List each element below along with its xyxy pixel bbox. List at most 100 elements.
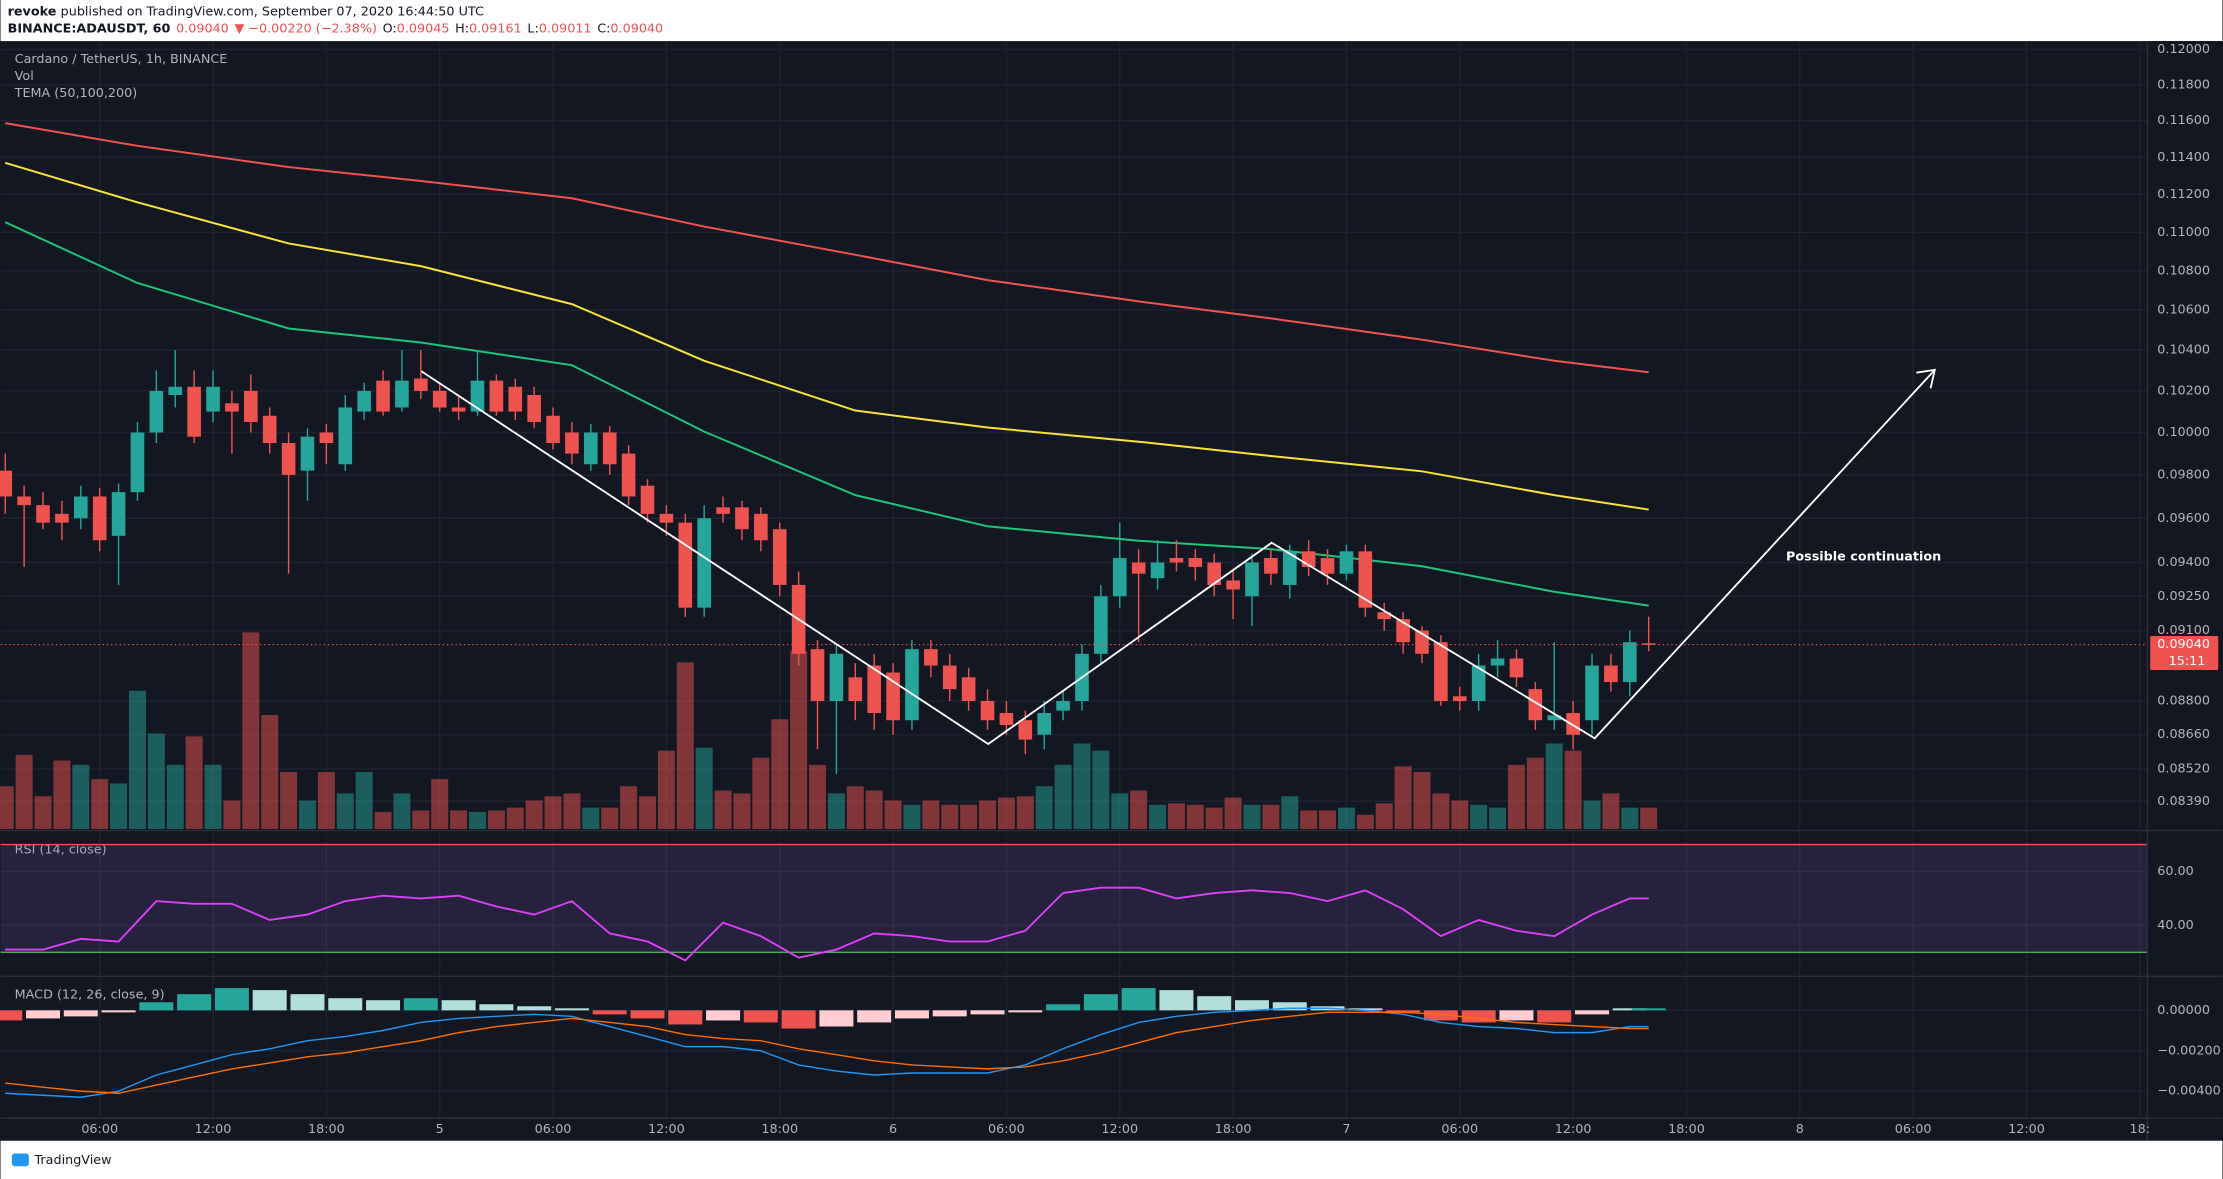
macd-histogram-bar [0, 1010, 23, 1021]
volume-bar [1413, 771, 1431, 829]
macd-histogram-bar [1046, 1004, 1081, 1011]
volume-bar [1205, 807, 1223, 829]
candle-body [829, 653, 844, 702]
macd-histogram-bar [706, 1010, 741, 1021]
drawn-trend-lines [420, 369, 1936, 746]
macd-histogram-bar [1499, 1010, 1534, 1021]
quote-part: ▼ −0.00220 (−2.38%) [234, 21, 376, 36]
y-tick-label: 0.11200 [2157, 187, 2210, 202]
quote-part: 0.09011 [539, 21, 592, 36]
quote-part: 0.09045 [397, 21, 450, 36]
candle-body [357, 390, 371, 412]
volume-bar [525, 800, 543, 829]
volume-bar [336, 793, 354, 829]
x-tick-label: 06:00 [535, 1122, 572, 1137]
volume-bar [1300, 810, 1318, 829]
candle-body [1169, 558, 1184, 563]
x-tick-label: 6 [889, 1122, 897, 1137]
candle-body [527, 395, 541, 423]
candle-body [1037, 713, 1051, 735]
volume-bar [298, 800, 316, 829]
candle-body [36, 505, 50, 523]
volume-bar [1111, 793, 1129, 829]
logo [11, 1153, 29, 1167]
pane [0, 833, 2148, 975]
candle-body [754, 513, 768, 541]
rsi-line [5, 886, 1649, 962]
volume-bar [261, 715, 279, 829]
candle-body [451, 407, 466, 412]
candle-body [168, 386, 183, 396]
candle-body [942, 665, 957, 690]
volume-bar [487, 810, 505, 829]
candle-body [1547, 715, 1562, 721]
last-price-tag [2150, 636, 2219, 671]
y-tick-label: 0.08390 [2157, 794, 2210, 809]
candle-body [924, 649, 938, 666]
candle-body [659, 513, 674, 523]
candle-body [414, 378, 428, 391]
macd-histogram-bar [1197, 996, 1232, 1011]
x-tick-label: 06:00 [81, 1122, 118, 1137]
macd-histogram-bar [290, 994, 325, 1011]
legend-label: Vol [15, 69, 34, 84]
macd-line [5, 1011, 1649, 1094]
candle-body [697, 518, 711, 608]
x-tick-label: 8 [1796, 1122, 1804, 1137]
candle-body [187, 386, 201, 437]
quote-part: 0.09040 [610, 21, 663, 36]
macd-histogram-bar [177, 994, 212, 1011]
candle-body [1471, 665, 1486, 702]
volume-bar [714, 790, 732, 829]
volume-bar [1640, 807, 1658, 829]
volume-bar [1489, 807, 1507, 829]
footer-bar [0, 1140, 2223, 1179]
candle-body [905, 649, 919, 721]
volume-bar [1526, 757, 1544, 829]
volume-bar [1073, 743, 1091, 829]
volume-bar [1281, 796, 1299, 829]
x-tick-label: 12:00 [648, 1122, 685, 1137]
volume-bar [1262, 804, 1280, 829]
y-tick-label: 0.10000 [2157, 425, 2210, 440]
volume-bar [468, 811, 486, 829]
candle-body [1509, 658, 1524, 678]
candle-body [244, 390, 258, 423]
quote-part: O: [383, 21, 397, 36]
candle-body [111, 492, 126, 536]
volume-bar [1319, 810, 1337, 829]
candle-body [961, 677, 976, 702]
volume-bar [960, 804, 978, 829]
y-tick-label: 0.11000 [2157, 225, 2210, 240]
macd-histogram-bar [101, 1010, 136, 1013]
pane-title: RSI (14, close) [15, 843, 107, 858]
macd-histogram-bar [819, 1010, 854, 1027]
header-bar [0, 0, 2223, 42]
candle-body [1245, 562, 1259, 597]
candle-body [300, 436, 315, 471]
brand: TradingView [34, 1153, 112, 1168]
volume-bar [280, 771, 298, 829]
candle-body [0, 470, 13, 497]
candle-body [772, 529, 787, 585]
y-tick-label: 0.10400 [2157, 343, 2210, 358]
volume-bar [1035, 786, 1053, 829]
candle-body [508, 386, 523, 412]
y-tick-label: 40.00 [2157, 918, 2194, 933]
volume-bar [1054, 764, 1072, 829]
volume-bar [865, 790, 883, 829]
candle-body [1282, 551, 1297, 585]
candle-body [74, 496, 88, 519]
candle-body [716, 507, 730, 514]
macd-histogram-bar [26, 1010, 61, 1019]
candle-body [1377, 612, 1392, 620]
candle-body [319, 432, 334, 444]
quote-part: L: [527, 21, 538, 36]
volume-bar [695, 747, 713, 829]
macd-histogram-bar [781, 1010, 816, 1029]
candle-body [1585, 665, 1599, 721]
candle-body [1490, 658, 1505, 666]
volume-bar [0, 786, 14, 829]
candle-body [1641, 643, 1656, 645]
volume-bar [941, 804, 959, 829]
